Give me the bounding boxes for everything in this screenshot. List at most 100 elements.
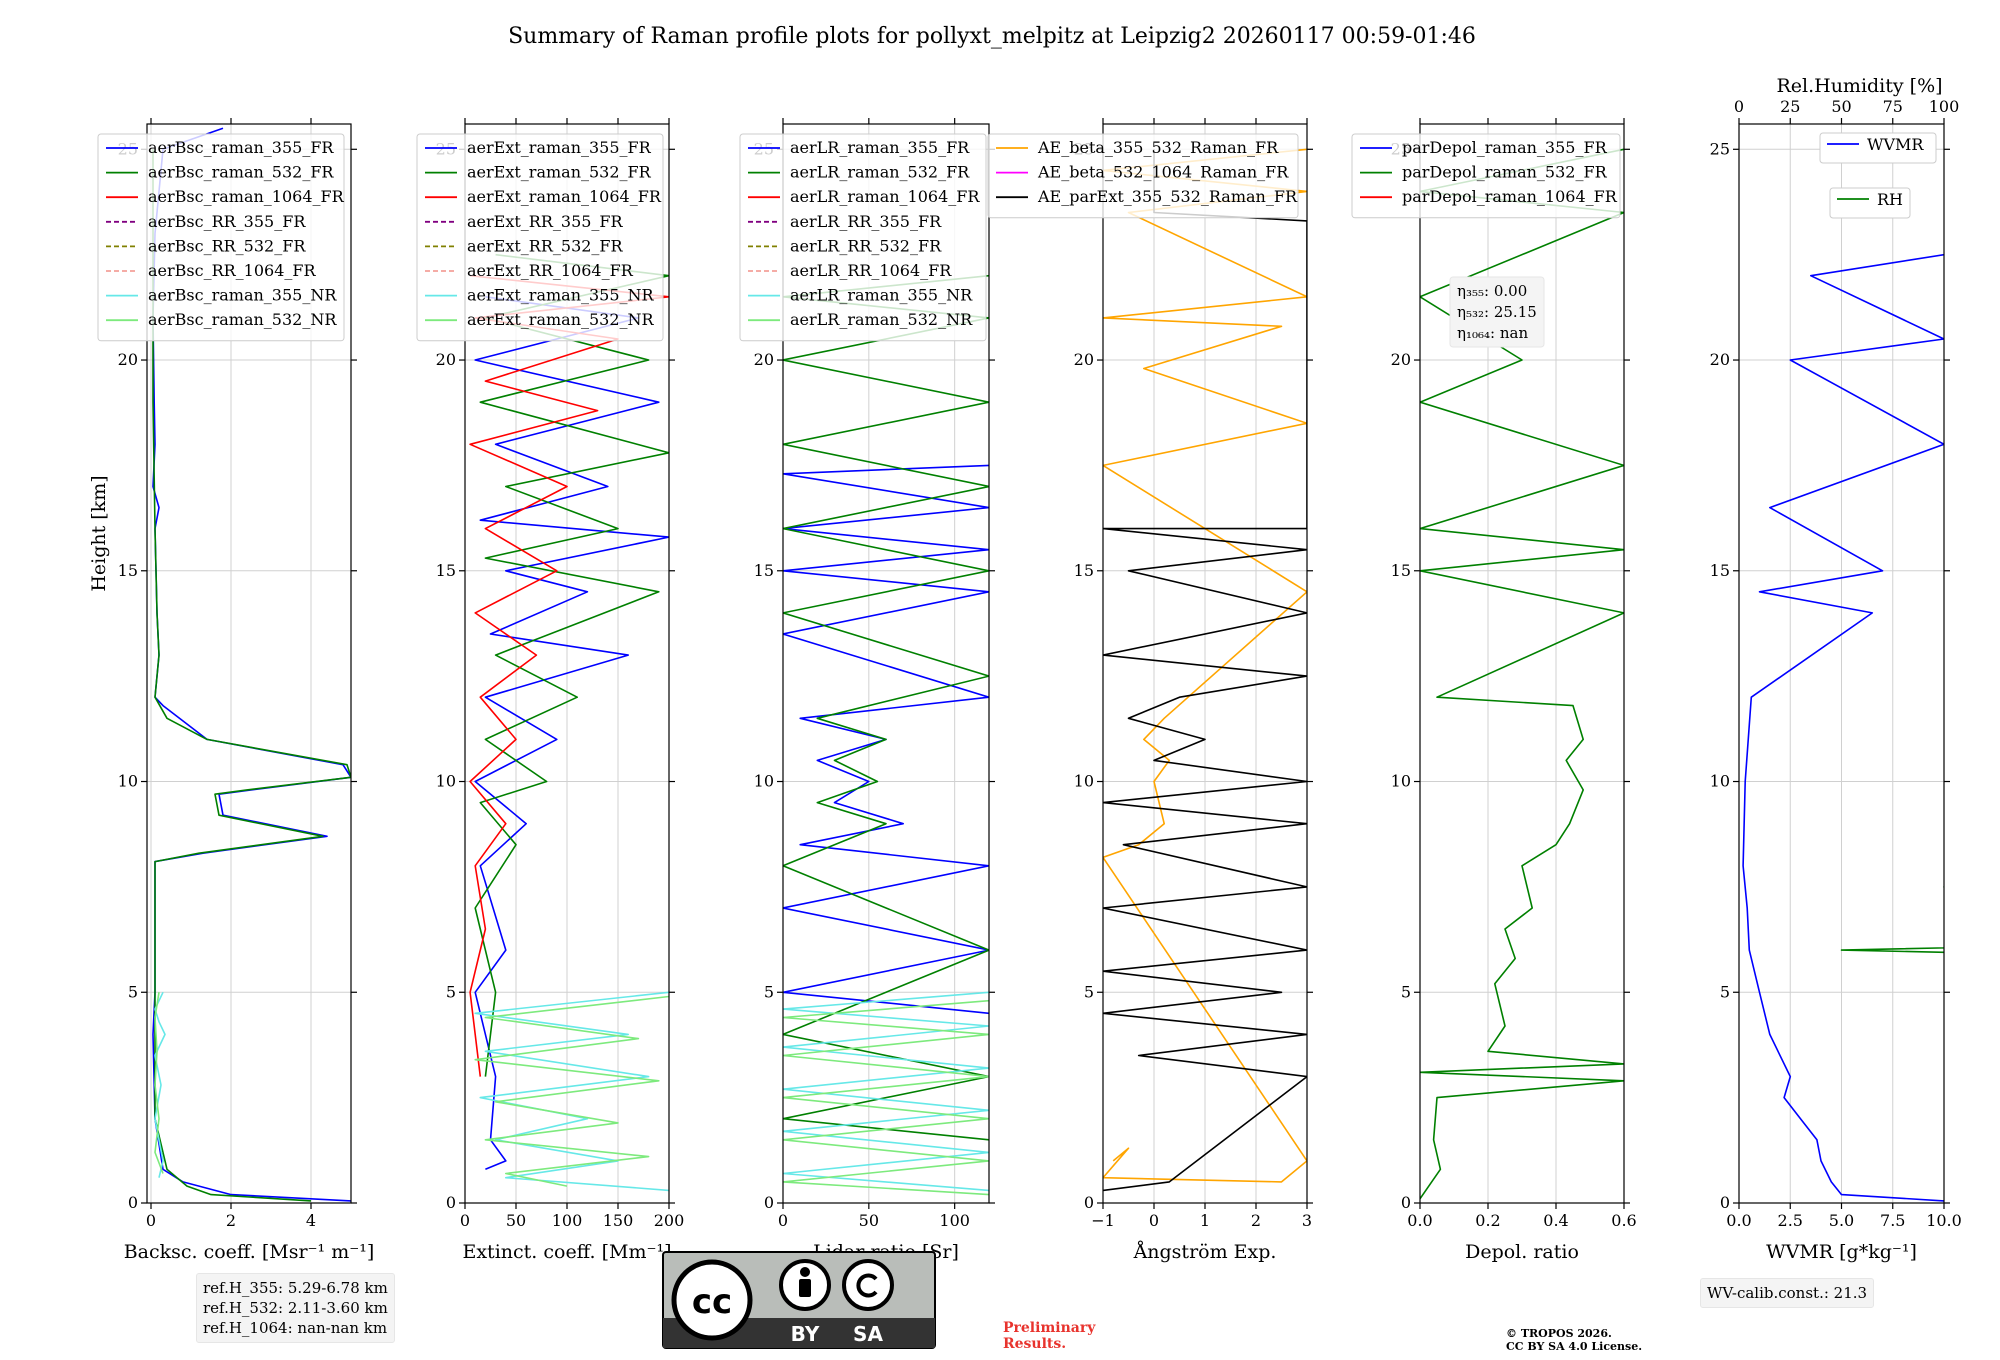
legend-label: aerExt_raman_355_FR [467, 138, 652, 157]
eta-line: η₁₀₆₄: nan [1457, 324, 1528, 342]
series-line-aerLR_raman_355_NR [783, 991, 989, 1192]
y-tick-label: 15 [1074, 561, 1094, 580]
y-tick-label: 5 [1401, 982, 1411, 1001]
x-tick-label: −1 [1091, 1211, 1115, 1230]
legend-label: AE_beta_355_532_Raman_FR [1037, 138, 1279, 157]
top-x-axis-label: Rel.Humidity [%] [1776, 75, 1942, 97]
top-x-tick-label: 25 [1780, 97, 1800, 116]
y-tick-label: 15 [118, 561, 138, 580]
copyright-note: © TROPOS 2026. CC BY SA 4.0 License. [1506, 1327, 1642, 1353]
x-tick-label: 0 [1149, 1211, 1159, 1230]
legend-label: aerBsc_RR_532_FR [148, 236, 306, 255]
x-tick-label: 3 [1302, 1211, 1312, 1230]
top-x-tick-label: 0 [1734, 97, 1744, 116]
wv-calib-const: WV-calib.const.: 21.3 [1707, 1284, 1868, 1302]
wv-calib-box: WV-calib.const.: 21.3 [1700, 1278, 1875, 1308]
legend-label: aerLR_RR_355_FR [790, 212, 942, 231]
share-alike-arrow [856, 1273, 878, 1298]
legend-label: aerExt_RR_355_FR [467, 212, 624, 231]
attribution-head [800, 1267, 810, 1277]
cc-license-badge: cc BY SA [662, 1251, 936, 1349]
panel-wv: 0.0 2.5 5.0 7.5 10.0 0 5 10 15 20 25 WVMR [g*kg⁻¹] 0… [1710, 75, 1962, 1263]
x-axis-label: Depol. ratio [1465, 1241, 1579, 1263]
axes-frame [782, 123, 990, 1204]
attribution-body [799, 1279, 811, 1297]
y-tick-label: 0 [1084, 1193, 1094, 1212]
preliminary-note: Preliminary Results. [1003, 1320, 1095, 1352]
series-line-aerLR_raman_532_NR [783, 999, 989, 1196]
y-axis-label: Height [km] [88, 475, 110, 591]
x-tick-label: 0 [460, 1211, 470, 1230]
panels: 0240510152025Backsc. coeff. [Msr⁻¹ m⁻¹]H… [88, 75, 1962, 1263]
legend-label: aerLR_raman_532_NR [790, 310, 973, 329]
legend-label: aerBsc_raman_1064_FR [148, 187, 345, 206]
series-group [1420, 148, 1624, 1200]
x-tick-label: 100 [552, 1211, 583, 1230]
legend-label: aerBsc_RR_355_FR [148, 212, 306, 231]
y-tick-label: 10 [436, 772, 456, 791]
legend-label: AE_beta_532_1064_Raman_FR [1037, 163, 1289, 182]
y-tick-label: 20 [436, 350, 456, 369]
x-axis-label: Ångström Exp. [1133, 1241, 1277, 1263]
series-line-aerBsc_raman_532_NR [154, 992, 164, 1174]
cc-text: cc [692, 1282, 732, 1322]
series-group [469, 253, 669, 1192]
panel-lr: 0501000510152025Lidar ratio [Sr]aerLR_ra… [739, 118, 995, 1263]
legend-label: aerExt_RR_1064_FR [467, 261, 634, 280]
series-group [1103, 148, 1307, 1192]
sa-text: SA [853, 1322, 883, 1346]
legend-label-wvmr: WVMR [1867, 135, 1924, 154]
legend-box-wvmr [1819, 132, 1937, 164]
reference-height-box: ref.H_355: 5.29-6.78 km ref.H_532: 2.11-… [196, 1273, 395, 1343]
eta-box [1449, 276, 1545, 348]
y-tick-label: 5 [446, 982, 456, 1001]
y-tick-label: 20 [1074, 350, 1094, 369]
x-tick-label: 0.2 [1475, 1211, 1500, 1230]
legend-label-rh: RH [1877, 190, 1903, 209]
x-tick-label: 7.5 [1880, 1211, 1905, 1230]
legend-label: aerExt_raman_355_NR [467, 286, 655, 305]
x-tick-label: 100 [939, 1211, 970, 1230]
y-tick-label: 15 [1391, 561, 1411, 580]
y-tick-label: 10 [1710, 772, 1730, 791]
legend-label: aerBsc_RR_1064_FR [148, 261, 317, 280]
ref-h-1064: ref.H_1064: nan-nan km [203, 1319, 388, 1337]
series-group [1742, 253, 1944, 1202]
legend-box [416, 133, 664, 342]
series-line-aerExt_raman_1064_FR [469, 274, 669, 1077]
x-tick-label: 50 [506, 1211, 526, 1230]
legend-label: aerExt_RR_532_FR [467, 236, 624, 255]
y-tick-label: 5 [1084, 982, 1094, 1001]
share-alike-icon [842, 1259, 894, 1311]
legend-label: aerBsc_raman_355_NR [148, 286, 337, 305]
copyright-line-1: © TROPOS 2026. [1506, 1327, 1612, 1340]
legend-box [739, 133, 987, 342]
x-tick-label: 0.0 [1407, 1211, 1432, 1230]
panel-ext: 0501001502000510152025Extinct. coeff. [M… [416, 118, 684, 1263]
x-tick-label: 50 [859, 1211, 879, 1230]
y-tick-label: 20 [754, 350, 774, 369]
legend-label: aerBsc_raman_532_FR [148, 163, 334, 182]
eta-line: η₃₅₅: 0.00 [1457, 282, 1527, 300]
axes-frame [146, 123, 352, 1204]
y-tick-label: 20 [1391, 350, 1411, 369]
y-tick-label: 0 [128, 1193, 138, 1212]
series-line-aerExt_raman_355_NR [474, 991, 669, 1192]
x-tick-label: 0 [146, 1211, 156, 1230]
x-tick-label: 2.5 [1778, 1211, 1803, 1230]
eta-line: η₅₃₂: 25.15 [1457, 303, 1537, 321]
panel-ae: −101230510152025Ångström Exp.AE_beta_355… [987, 118, 1313, 1263]
y-tick-label: 5 [128, 982, 138, 1001]
y-tick-label: 0 [1720, 1193, 1730, 1212]
legend-label: aerBsc_raman_532_NR [148, 310, 337, 329]
y-tick-label: 20 [1710, 350, 1730, 369]
series-line-WVMR [1742, 253, 1944, 1202]
copyright-line-2: CC BY SA 4.0 License. [1506, 1340, 1643, 1353]
legend-label: aerExt_raman_532_NR [467, 310, 655, 329]
series-line-aerLR_raman_532_FR [783, 274, 989, 1141]
y-tick-label: 15 [754, 561, 774, 580]
legend-label: aerLR_RR_532_FR [790, 236, 942, 255]
legend-box [97, 133, 345, 342]
ref-h-355: ref.H_355: 5.29-6.78 km [203, 1279, 388, 1297]
